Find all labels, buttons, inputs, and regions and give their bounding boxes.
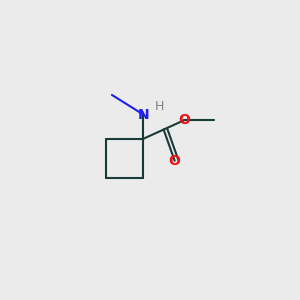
Text: N: N xyxy=(137,107,149,122)
Text: H: H xyxy=(154,100,164,113)
Text: O: O xyxy=(178,113,190,127)
Text: O: O xyxy=(169,154,181,168)
